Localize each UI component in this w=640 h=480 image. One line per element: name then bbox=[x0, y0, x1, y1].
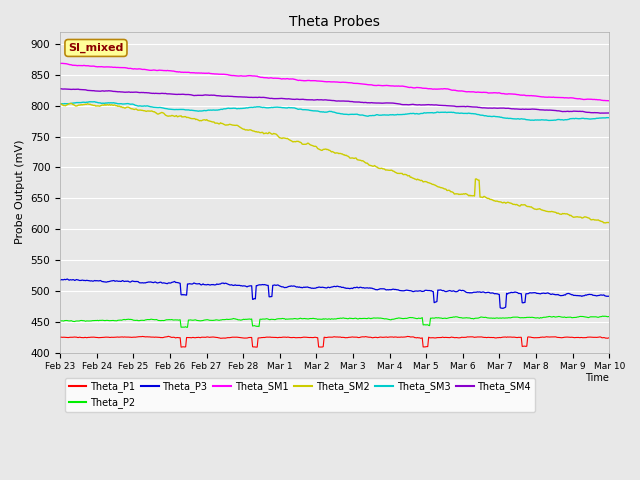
Theta_P3 bbox=[198, 282, 206, 288]
Theta_SM1 bbox=[605, 98, 613, 104]
Theta_SM1 bbox=[154, 68, 162, 73]
Theta_SM2 bbox=[605, 219, 613, 225]
Theta_SM4 bbox=[423, 102, 431, 108]
Line: Theta_P1: Theta_P1 bbox=[60, 336, 609, 347]
Theta_SM3 bbox=[424, 110, 431, 116]
Theta_P1 bbox=[56, 335, 64, 340]
Legend: Theta_P1, Theta_P2, Theta_P3, Theta_SM1, Theta_SM2, Theta_SM3, Theta_SM4: Theta_P1, Theta_P2, Theta_P3, Theta_SM1,… bbox=[65, 378, 535, 412]
Theta_P3 bbox=[499, 305, 507, 311]
Theta_SM3 bbox=[90, 99, 98, 105]
Theta_SM3 bbox=[154, 105, 162, 110]
Theta_P3 bbox=[56, 277, 64, 283]
Theta_P3 bbox=[424, 288, 431, 293]
Theta_P2 bbox=[424, 322, 431, 328]
Theta_P1 bbox=[425, 335, 433, 340]
Line: Theta_SM4: Theta_SM4 bbox=[60, 89, 609, 113]
Theta_SM1 bbox=[381, 83, 388, 88]
Theta_P3 bbox=[605, 293, 613, 299]
X-axis label: Time: Time bbox=[586, 373, 609, 383]
Theta_P1 bbox=[252, 344, 260, 350]
Theta_SM2 bbox=[381, 166, 388, 172]
Theta_P3 bbox=[154, 280, 162, 286]
Theta_P3 bbox=[381, 286, 388, 292]
Theta_SM4 bbox=[605, 110, 613, 116]
Theta_SM3 bbox=[605, 115, 613, 120]
Theta_P1 bbox=[198, 334, 206, 340]
Theta_P1 bbox=[472, 334, 479, 340]
Theta_SM4 bbox=[56, 86, 64, 92]
Theta_P1 bbox=[164, 334, 172, 339]
Theta_SM2 bbox=[56, 101, 64, 107]
Theta_SM3 bbox=[545, 118, 552, 123]
Theta_SM1 bbox=[470, 89, 478, 95]
Theta_P3 bbox=[63, 276, 71, 282]
Theta_P2 bbox=[599, 313, 607, 319]
Theta_SM1 bbox=[424, 86, 431, 92]
Theta_P2 bbox=[184, 324, 191, 330]
Theta_SM3 bbox=[470, 111, 478, 117]
Theta_SM2 bbox=[154, 111, 162, 117]
Line: Theta_P3: Theta_P3 bbox=[60, 279, 609, 308]
Theta_SM1 bbox=[58, 60, 66, 66]
Theta_P1 bbox=[307, 335, 314, 340]
Theta_P2 bbox=[198, 318, 206, 324]
Theta_P2 bbox=[306, 316, 314, 322]
Theta_P1 bbox=[154, 335, 161, 340]
Line: Theta_P2: Theta_P2 bbox=[60, 316, 609, 327]
Theta_SM4 bbox=[197, 93, 205, 98]
Theta_SM2 bbox=[602, 220, 609, 226]
Theta_SM3 bbox=[381, 112, 388, 118]
Title: Theta Probes: Theta Probes bbox=[289, 15, 380, 29]
Theta_SM1 bbox=[198, 70, 206, 76]
Theta_SM1 bbox=[56, 60, 64, 66]
Theta_SM2 bbox=[424, 180, 431, 185]
Theta_SM4 bbox=[380, 100, 388, 106]
Y-axis label: Probe Output (mV): Probe Output (mV) bbox=[15, 140, 25, 244]
Theta_P2 bbox=[56, 318, 64, 324]
Line: Theta_SM3: Theta_SM3 bbox=[60, 102, 609, 120]
Line: Theta_SM1: Theta_SM1 bbox=[60, 63, 609, 101]
Theta_P2 bbox=[154, 317, 161, 323]
Theta_P2 bbox=[470, 315, 478, 321]
Theta_SM2 bbox=[67, 100, 75, 106]
Theta_SM1 bbox=[306, 78, 314, 84]
Theta_P2 bbox=[381, 316, 388, 322]
Text: SI_mixed: SI_mixed bbox=[68, 43, 124, 53]
Theta_P3 bbox=[470, 289, 478, 295]
Theta_SM4 bbox=[305, 97, 312, 103]
Theta_SM3 bbox=[306, 108, 314, 113]
Theta_SM3 bbox=[198, 108, 206, 114]
Theta_SM2 bbox=[306, 141, 314, 147]
Theta_SM2 bbox=[198, 118, 206, 123]
Line: Theta_SM2: Theta_SM2 bbox=[60, 103, 609, 223]
Theta_SM2 bbox=[470, 193, 478, 199]
Theta_SM4 bbox=[470, 104, 477, 110]
Theta_P3 bbox=[306, 285, 314, 290]
Theta_P2 bbox=[605, 314, 613, 320]
Theta_SM4 bbox=[154, 91, 161, 96]
Theta_SM3 bbox=[56, 101, 64, 107]
Theta_P1 bbox=[605, 335, 613, 341]
Theta_SM4 bbox=[596, 110, 604, 116]
Theta_P1 bbox=[381, 334, 389, 340]
